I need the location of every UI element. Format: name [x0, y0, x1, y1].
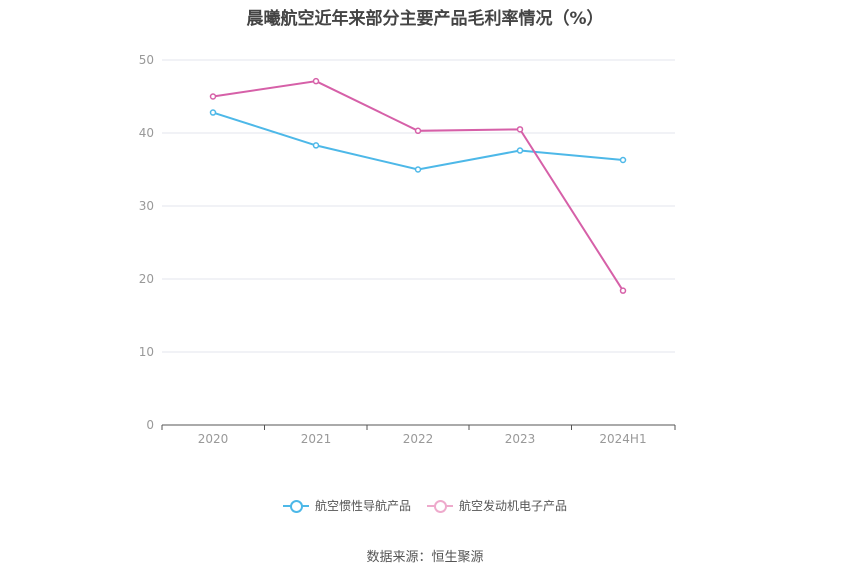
x-tick-label: 2023	[505, 432, 536, 446]
x-tick-label: 2024H1	[599, 432, 646, 446]
chart-title: 晨曦航空近年来部分主要产品毛利率情况（%）	[246, 9, 604, 29]
data-point	[414, 166, 422, 173]
legend-label: 航空发动机电子产品	[459, 499, 568, 513]
data-source: 数据来源：恒生聚源	[366, 550, 484, 565]
data-point	[619, 156, 627, 164]
data-point	[516, 126, 524, 133]
legend-swatch-inertial-nav	[282, 499, 309, 513]
y-tick-label: 10	[139, 345, 154, 359]
legend: 航空惯性导航产品 航空发动机电子产品	[0, 497, 850, 514]
series-line-1	[212, 80, 624, 292]
grid-lines	[162, 59, 675, 353]
data-point	[209, 109, 217, 116]
x-tick-labels: 2020 2021 2022 2023 2024H1	[198, 432, 647, 446]
y-tick-label: 50	[139, 53, 154, 67]
data-point	[619, 287, 627, 294]
x-tick-label: 2022	[403, 432, 434, 446]
data-point	[209, 93, 217, 100]
data-point	[414, 127, 422, 135]
y-tick-label: 0	[146, 418, 154, 432]
y-tick-label: 40	[139, 126, 154, 140]
x-tick-label: 2020	[198, 432, 229, 446]
data-point	[516, 147, 524, 154]
legend-swatch-engine-electronics	[427, 499, 453, 513]
legend-item-engine-electronics[interactable]: 航空发动机电子产品	[427, 497, 567, 514]
y-tick-label: 30	[139, 199, 154, 213]
y-tick-label: 20	[139, 272, 154, 286]
x-tick-label: 2021	[301, 432, 332, 446]
legend-item-inertial-nav[interactable]: 航空惯性导航产品	[282, 497, 411, 514]
series-group	[209, 77, 627, 294]
y-tick-labels: 0 10 20 30 40 50	[139, 53, 154, 432]
data-point	[312, 77, 320, 85]
axes	[161, 424, 676, 430]
data-point	[312, 142, 320, 149]
series-line-0	[212, 111, 624, 171]
legend-label: 航空惯性导航产品	[314, 499, 411, 513]
